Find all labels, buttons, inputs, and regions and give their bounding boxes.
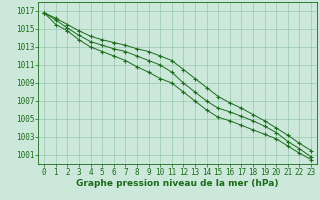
X-axis label: Graphe pression niveau de la mer (hPa): Graphe pression niveau de la mer (hPa) [76,179,279,188]
